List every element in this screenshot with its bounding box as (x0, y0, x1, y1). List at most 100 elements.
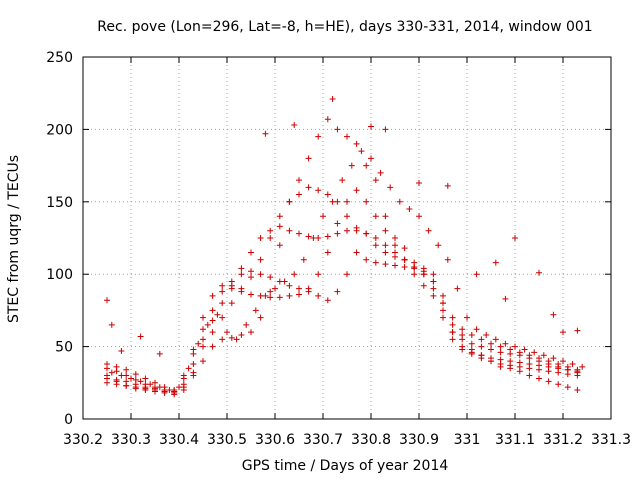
data-point (104, 375, 110, 382)
chart-title: Rec. pove (Lon=296, Lat=-8, h=HE), days … (97, 19, 592, 35)
x-tick-label: 330.7 (303, 432, 343, 448)
data-point (420, 271, 427, 278)
x-tick-label: 330.8 (351, 432, 391, 448)
data-point (180, 372, 187, 379)
data-point (368, 155, 374, 162)
y-tick-label: 150 (46, 195, 73, 211)
data-point (262, 292, 269, 299)
data-point (113, 363, 120, 370)
data-point (286, 198, 293, 205)
data-point (329, 198, 336, 205)
data-point (425, 227, 432, 234)
data-point (536, 362, 542, 369)
data-point (512, 235, 518, 241)
data-point (420, 282, 427, 289)
data-point (574, 366, 581, 373)
data-point (195, 340, 202, 347)
data-point (329, 95, 336, 102)
x-tick-label: 330.2 (63, 432, 103, 448)
data-point (248, 329, 254, 336)
data-point (363, 162, 370, 169)
data-point (276, 242, 283, 249)
data-point (440, 307, 446, 314)
data-point (118, 347, 125, 354)
data-point (372, 259, 379, 266)
y-tick-label: 250 (46, 50, 73, 66)
data-point (574, 327, 581, 334)
data-point (108, 321, 115, 328)
data-point (228, 300, 235, 307)
grid-lines (83, 57, 611, 419)
data-point (238, 271, 245, 278)
data-point (200, 336, 206, 343)
data-point (497, 349, 504, 356)
data-point (430, 285, 437, 292)
data-point (339, 177, 346, 184)
data-point (272, 285, 278, 292)
data-point (516, 349, 523, 356)
data-point (564, 384, 571, 391)
data-point (176, 384, 182, 391)
data-point (296, 291, 302, 298)
data-point (372, 235, 379, 241)
data-point (315, 292, 322, 299)
data-point (449, 329, 456, 336)
data-point (180, 381, 187, 388)
data-point (296, 191, 302, 198)
data-point (286, 282, 293, 289)
y-tick-label: 100 (46, 267, 73, 283)
data-point (416, 179, 422, 186)
data-point (123, 378, 130, 385)
data-points (104, 95, 586, 398)
data-point (372, 177, 379, 184)
data-point (401, 256, 408, 263)
data-point (267, 294, 274, 301)
data-point (420, 265, 427, 272)
data-point (324, 233, 331, 240)
data-point (238, 285, 245, 292)
data-point (257, 314, 264, 321)
data-point (219, 300, 226, 307)
x-tick-label: 331.3 (591, 432, 631, 448)
data-point (104, 297, 110, 304)
data-point (344, 271, 350, 278)
data-point (296, 285, 302, 292)
data-point (382, 213, 389, 220)
data-point (449, 314, 456, 321)
plot-frame (82, 56, 612, 420)
data-point (574, 387, 581, 394)
data-point (569, 360, 576, 367)
data-point (228, 282, 235, 289)
data-point (300, 256, 307, 263)
data-point (430, 292, 437, 299)
data-point (276, 294, 283, 301)
x-tick-label: 330.3 (111, 432, 151, 448)
data-point (209, 292, 216, 299)
data-point (281, 278, 288, 285)
data-point (344, 133, 350, 140)
data-point (180, 387, 187, 394)
data-point (459, 326, 466, 333)
data-point (521, 346, 528, 353)
data-point (118, 372, 125, 379)
data-point (132, 371, 139, 378)
data-point (257, 256, 264, 263)
data-point (353, 140, 360, 147)
data-point (156, 384, 163, 391)
data-point (267, 235, 274, 241)
data-point (128, 375, 134, 382)
x-tick-label: 330.6 (255, 432, 295, 448)
data-point (488, 355, 494, 362)
data-point (204, 321, 211, 328)
data-point (324, 116, 331, 123)
data-point (464, 314, 470, 321)
data-point (545, 363, 552, 370)
data-point (171, 389, 178, 396)
data-point (473, 271, 480, 278)
data-point (243, 321, 250, 328)
data-point (315, 133, 322, 140)
data-point (454, 285, 461, 292)
data-point (248, 249, 254, 256)
data-point (214, 311, 221, 318)
